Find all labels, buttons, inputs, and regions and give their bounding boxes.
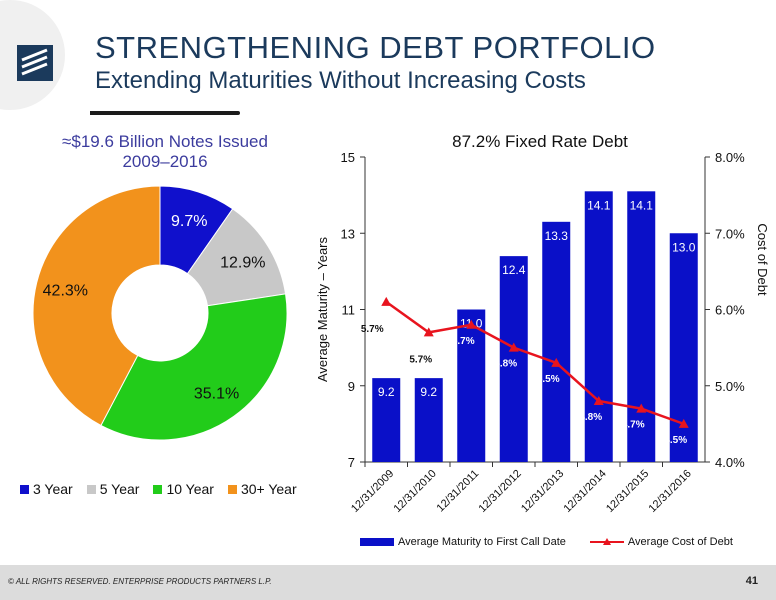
copyright-text: © ALL RIGHTS RESERVED. ENTERPRISE PRODUC…	[8, 577, 272, 586]
y-axis-title: Average Maturity – Years	[315, 236, 330, 382]
bar-maturity	[499, 256, 528, 462]
cost-data-label: 5.8%	[494, 359, 517, 370]
cost-marker	[636, 403, 647, 413]
y-tick-label: 7	[348, 455, 355, 470]
y2-tick-label: 4.0%	[715, 455, 745, 470]
donut-label: 9.7%	[171, 213, 207, 230]
legend-item-maturity: Average Maturity to First Call Date	[360, 536, 566, 548]
pie-title-line-2: 2009–2016	[122, 152, 208, 171]
y-tick-label: 11	[342, 303, 356, 318]
legend-swatch-cost	[589, 538, 624, 545]
donut-chart: 9.7% 12.9% 35.1% 42.3%	[32, 185, 288, 441]
pie-legend-swatch	[227, 484, 237, 494]
cost-data-label: 5.5%	[537, 374, 560, 385]
donut-slice-30-year	[32, 185, 161, 427]
bar-maturity	[414, 378, 443, 462]
pie-legend-label: 5 Year	[99, 481, 140, 497]
pie-chart-title: ≈$19.6 Billion Notes Issued 2009–2016	[20, 132, 310, 172]
y2-tick-label: 8.0%	[715, 150, 745, 165]
y2-tick-label: 5.0%	[715, 379, 745, 394]
donut-slice-10-year	[100, 293, 288, 441]
x-tick-label: 12/31/2013	[519, 468, 566, 515]
x-tick-label: 12/31/2016	[646, 468, 693, 515]
y2-tick-label: 7.0%	[715, 226, 745, 241]
bar-maturity	[457, 309, 486, 462]
bar-maturity	[584, 191, 613, 462]
pie-legend-swatch	[153, 484, 163, 494]
cost-data-label: 4.8%	[579, 412, 602, 423]
cost-marker	[381, 296, 392, 306]
bar-data-label: 9.2	[378, 385, 395, 399]
legend-swatch-maturity	[360, 538, 394, 546]
cost-marker	[466, 319, 477, 329]
page-number: 41	[745, 575, 758, 587]
y-tick-label: 15	[341, 150, 355, 165]
page-title: STRENGTHENING DEBT PORTFOLIO	[95, 30, 656, 65]
pie-legend: 3 Year 5 Year 10 Year 30+ Year	[20, 481, 297, 497]
bar-maturity	[542, 221, 571, 462]
bar-chart-title: 87.2% Fixed Rate Debt	[452, 132, 628, 151]
x-tick-label: 12/31/2010	[391, 468, 438, 515]
pie-legend-item: 5 Year	[86, 481, 140, 497]
bar-chart-legend: Average Maturity to First Call Date Aver…	[360, 536, 733, 548]
bar-data-label: 13.3	[545, 229, 569, 243]
x-tick-label: 12/31/2012	[476, 468, 523, 515]
title-underline	[90, 111, 240, 115]
cost-marker	[593, 396, 604, 405]
donut-label: 35.1%	[194, 385, 239, 402]
bar-data-label: 13.0	[672, 240, 696, 254]
cost-data-label: 4.7%	[622, 420, 645, 431]
pie-legend-label: 10 Year	[166, 481, 214, 497]
x-tick-label: 12/31/2015	[604, 468, 651, 515]
cost-data-label: 5.7%	[409, 354, 432, 365]
bar-data-label: 12.4	[502, 263, 526, 277]
donut-label: 12.9%	[220, 255, 265, 272]
cost-data-label: 4.5%	[664, 435, 687, 446]
y2-tick-label: 6.0%	[715, 303, 745, 318]
bar-data-label: 14.1	[587, 198, 611, 212]
bar-data-label: 9.2	[420, 385, 437, 399]
cost-data-label: 5.7%	[361, 324, 384, 335]
pie-legend-item: 10 Year	[153, 481, 214, 497]
bar-maturity	[627, 191, 656, 462]
y2-axis-title: Cost of Debt	[755, 223, 770, 296]
page-subtitle: Extending Maturities Without Increasing …	[95, 67, 586, 94]
maturity-cost-chart: 7 9 11 13 15 4.0% 5.0% 6.0% 7.0% 8.0% Average Matu…	[315, 150, 770, 515]
pie-legend-swatch	[86, 484, 96, 494]
y-tick-label: 13	[341, 226, 355, 241]
x-tick-label: 12/31/2009	[349, 468, 396, 515]
cost-marker	[508, 342, 519, 352]
cost-marker	[551, 357, 562, 367]
legend-label-maturity: Average Maturity to First Call Date	[398, 536, 566, 548]
legend-item-cost: Average Cost of Debt	[589, 536, 733, 548]
y-tick-label: 9	[348, 379, 355, 394]
bar-data-label: 14.1	[630, 198, 654, 212]
pie-legend-label: 30+ Year	[240, 481, 297, 497]
pie-legend-label: 3 Year	[33, 481, 73, 497]
cost-data-label: 5.7%	[452, 336, 475, 347]
pie-legend-item: 3 Year	[20, 481, 73, 497]
pie-legend-item: 30+ Year	[227, 481, 297, 497]
cost-line	[385, 300, 685, 426]
pie-title-line-1: ≈$19.6 Billion Notes Issued	[62, 132, 268, 151]
cost-marker	[678, 418, 689, 428]
x-tick-label: 12/31/2014	[561, 468, 608, 515]
legend-label-cost: Average Cost of Debt	[627, 536, 733, 548]
company-logo	[0, 0, 80, 110]
cost-marker	[423, 327, 434, 337]
x-tick-label: 12/31/2011	[435, 468, 482, 515]
bar-maturity	[372, 378, 401, 462]
footer-bar: © ALL RIGHTS RESERVED. ENTERPRISE PRODUC…	[0, 565, 776, 600]
donut-label: 42.3%	[43, 283, 88, 300]
pie-legend-swatch	[20, 484, 29, 494]
